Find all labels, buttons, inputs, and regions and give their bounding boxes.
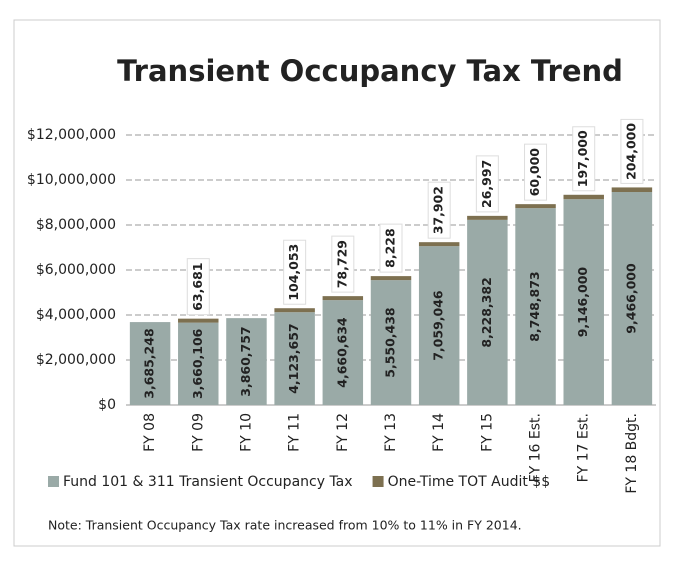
legend-label: One-Time TOT Audit $$ (388, 474, 551, 490)
bar-segment (274, 308, 315, 313)
value-label: 3,860,757 (238, 326, 253, 396)
value-label: 63,681 (190, 263, 205, 311)
x-tick-label: FY 15 (479, 413, 495, 452)
chart-title: Transient Occupancy Tax Trend (117, 54, 623, 88)
bar-segment (370, 276, 412, 281)
value-label: 37,902 (431, 186, 446, 234)
x-tick-label: FY 12 (335, 413, 351, 452)
y-tick-label: $4,000,000 (36, 307, 116, 323)
bar-segment (226, 318, 267, 405)
value-label-box (331, 235, 355, 293)
value-label-box (572, 126, 596, 192)
value-label: 9,146,000 (575, 267, 590, 338)
bar-segment (370, 280, 412, 405)
value-label-box (620, 118, 644, 184)
y-tick-label: $10,000,000 (27, 172, 116, 188)
x-tick-label: FY 14 (431, 413, 447, 452)
bar-segment (274, 312, 315, 405)
bar-segment (322, 300, 364, 405)
x-tick-label: FY 13 (383, 413, 399, 452)
x-tick-label: FY 09 (190, 413, 206, 452)
y-tick-label: $12,000,000 (27, 127, 116, 143)
value-label-box (379, 223, 403, 273)
bar-segment (467, 219, 508, 405)
y-tick-label: $8,000,000 (36, 217, 116, 233)
y-tick-label: $6,000,000 (36, 262, 116, 278)
x-tick-label: FY 11 (287, 413, 303, 452)
value-label: 26,997 (479, 160, 494, 208)
bar-segment (563, 199, 604, 405)
value-label-box (186, 258, 210, 316)
bar-segment (322, 296, 364, 301)
bar-segment (418, 242, 460, 247)
x-tick-label: FY 10 (238, 413, 254, 452)
bar-segment (418, 246, 460, 405)
value-label: 3,685,248 (142, 328, 157, 398)
value-label: 8,228,382 (479, 277, 494, 347)
bar-segment (129, 322, 171, 405)
bar-segment (178, 322, 219, 405)
value-label: 8,228 (383, 228, 398, 268)
value-label-box (283, 239, 307, 305)
value-label: 8,748,873 (527, 271, 542, 341)
bar-segment (611, 187, 653, 193)
value-label-box (427, 181, 451, 239)
value-label: 7,059,046 (431, 290, 446, 361)
legend-label: Fund 101 & 311 Transient Occupancy Tax (63, 474, 353, 490)
note: Note: Transient Occupancy Tax rate incre… (48, 518, 522, 533)
value-label: 9,466,000 (623, 263, 638, 334)
bar-segment (515, 208, 556, 405)
bar-segment (515, 204, 556, 209)
x-tick-label: FY 08 (142, 413, 158, 452)
x-tick-label: FY 16 Est. (528, 413, 544, 482)
value-label: 204,000 (623, 123, 638, 180)
bar-segment (467, 215, 508, 220)
value-label-box (475, 155, 499, 213)
y-tick-label: $0 (98, 397, 116, 413)
legend-swatch (372, 476, 384, 487)
bar-segment (611, 192, 653, 405)
bar-segment (563, 194, 604, 200)
value-label-box (524, 143, 548, 201)
bar-segment (178, 318, 219, 323)
value-label: 4,660,634 (334, 317, 349, 388)
value-label: 78,729 (334, 240, 349, 288)
value-label: 5,550,438 (383, 307, 398, 377)
value-label: 4,123,657 (286, 323, 301, 393)
value-label: 197,000 (575, 130, 590, 187)
x-tick-label: FY 18 Bdgt. (624, 413, 640, 494)
value-label: 3,660,106 (190, 328, 205, 399)
value-label: 104,053 (286, 244, 301, 301)
legend-swatch (48, 476, 59, 487)
y-tick-label: $2,000,000 (36, 352, 116, 368)
x-tick-label: FY 17 Est. (576, 413, 592, 482)
value-label: 60,000 (527, 148, 542, 197)
